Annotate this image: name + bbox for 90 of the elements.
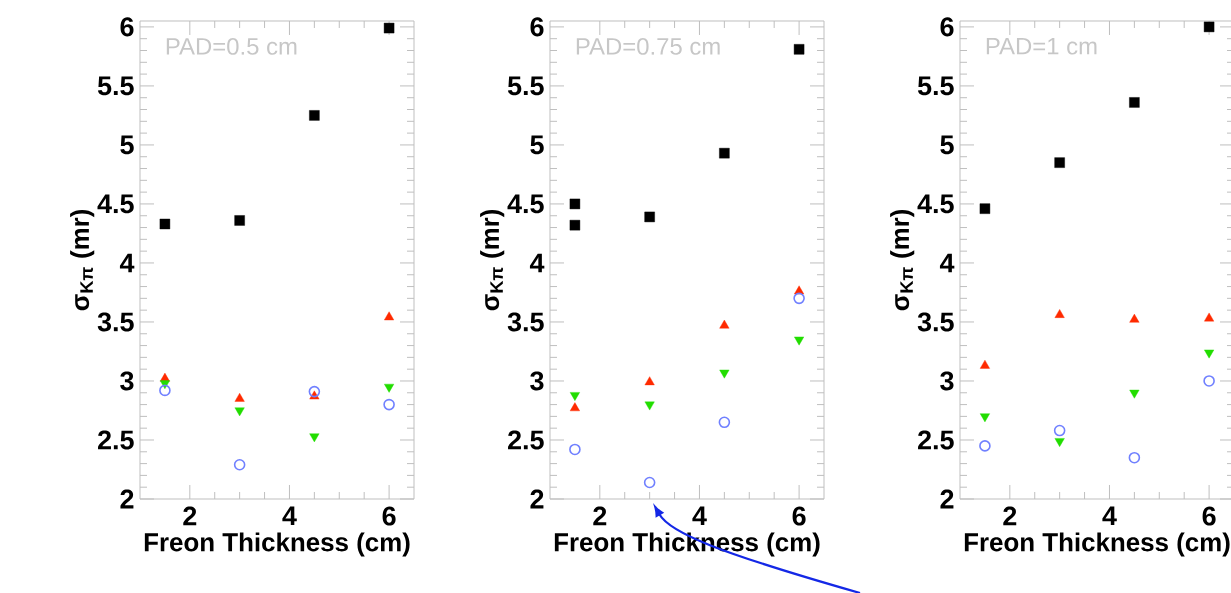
y-tick-label: 5.5 bbox=[507, 76, 544, 96]
y-tick-label: 6 bbox=[530, 17, 544, 37]
y-tick-label: 6 bbox=[120, 17, 134, 37]
point bbox=[309, 110, 320, 121]
point bbox=[383, 398, 395, 411]
x-tick-label: 6 bbox=[382, 506, 396, 526]
y-tick-label: 3.5 bbox=[507, 312, 544, 332]
point bbox=[1129, 313, 1140, 323]
y-tick-label: 4 bbox=[119, 253, 135, 273]
y-tick-label: 3 bbox=[940, 371, 954, 391]
point bbox=[569, 392, 580, 401]
point bbox=[383, 22, 395, 34]
y-tick-label: 3 bbox=[120, 371, 134, 391]
y-tick-label: 4 bbox=[939, 253, 955, 273]
y-axis-title: σ$_{Kπ}$ (mr) bbox=[890, 209, 915, 311]
point bbox=[718, 416, 731, 429]
y-tick-label: 2 bbox=[940, 489, 954, 509]
point bbox=[159, 380, 170, 390]
point bbox=[569, 402, 580, 412]
y-tick-label: 3 bbox=[530, 371, 544, 391]
y-tick-label: 4.5 bbox=[917, 194, 954, 214]
point bbox=[979, 203, 991, 214]
point bbox=[234, 215, 245, 226]
point bbox=[1129, 389, 1140, 399]
x-tick-label: 6 bbox=[1202, 506, 1216, 526]
x-axis-title: Freon Thickness (cm) bbox=[144, 532, 410, 557]
point bbox=[719, 369, 730, 379]
y-tick-label: 4 bbox=[529, 253, 545, 273]
point bbox=[1054, 309, 1065, 318]
y-tick-label: 4.5 bbox=[507, 194, 544, 214]
y-axis-title: σ$_{Kπ}$ (mr) bbox=[480, 209, 505, 311]
point bbox=[569, 198, 581, 210]
x-axis-title: Freon Thickness (cm) bbox=[964, 532, 1230, 557]
point bbox=[1204, 349, 1215, 359]
point bbox=[643, 476, 656, 489]
y-tick-label: 5 bbox=[940, 135, 954, 155]
text: PAD=0.5 cm bbox=[166, 37, 297, 55]
point bbox=[644, 376, 655, 386]
point bbox=[793, 292, 805, 305]
y-tick-label: 3.5 bbox=[917, 312, 954, 332]
x-tick-label: 6 bbox=[792, 506, 806, 526]
x-tick-label: 2 bbox=[183, 506, 197, 526]
y-tick-label: 2.5 bbox=[98, 430, 134, 450]
point bbox=[1054, 438, 1065, 447]
text: PAD=0.75 cm bbox=[576, 37, 720, 55]
y-tick-label: 5 bbox=[530, 135, 544, 155]
x-tick-label: 4 bbox=[282, 506, 297, 526]
point bbox=[794, 336, 805, 346]
point bbox=[719, 319, 730, 329]
point bbox=[569, 219, 581, 231]
y-tick-label: 2.5 bbox=[508, 430, 544, 450]
y-tick-label: 3.5 bbox=[97, 312, 134, 332]
point bbox=[1129, 97, 1140, 108]
point bbox=[234, 392, 245, 402]
point bbox=[308, 385, 321, 398]
point bbox=[1128, 451, 1141, 464]
point bbox=[1053, 424, 1066, 437]
x-tick-label: 2 bbox=[593, 506, 607, 526]
text: PAD=1 cm bbox=[986, 37, 1097, 55]
y-tick-label: 6 bbox=[940, 17, 954, 37]
point bbox=[979, 440, 991, 452]
point bbox=[384, 383, 395, 393]
y-tick-label: 2.5 bbox=[918, 430, 954, 450]
point bbox=[1054, 157, 1065, 168]
point bbox=[309, 433, 320, 443]
point bbox=[384, 311, 395, 321]
point bbox=[569, 443, 581, 456]
point bbox=[1203, 375, 1215, 387]
y-tick-label: 5 bbox=[120, 135, 134, 155]
point bbox=[644, 401, 655, 411]
y-axis-title: σ$_{Kπ}$ (mr) bbox=[70, 209, 95, 311]
y-tick-label: 4.5 bbox=[97, 194, 134, 214]
y-tick-label: 5.5 bbox=[97, 76, 134, 96]
point bbox=[159, 218, 171, 230]
y-tick-label: 2 bbox=[120, 489, 134, 509]
x-tick-label: 2 bbox=[1003, 506, 1017, 526]
point bbox=[719, 147, 730, 159]
point bbox=[233, 458, 246, 471]
y-tick-label: 2 bbox=[530, 489, 544, 509]
point bbox=[979, 359, 990, 369]
point bbox=[644, 211, 655, 223]
x-tick-label: 4 bbox=[692, 506, 707, 526]
point bbox=[979, 413, 990, 423]
point bbox=[159, 384, 171, 397]
point bbox=[793, 44, 805, 55]
y-tick-label: 5.5 bbox=[917, 76, 954, 96]
point bbox=[1204, 312, 1215, 322]
point bbox=[1203, 21, 1215, 33]
x-tick-label: 4 bbox=[1102, 506, 1117, 526]
point bbox=[234, 407, 245, 417]
